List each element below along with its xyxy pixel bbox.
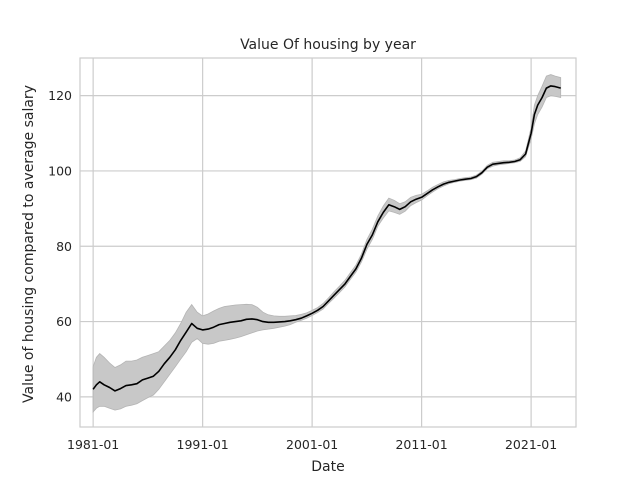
tick-labels: 1981-01 1991-01 2001-01 2011-01 2021-01 40 60 8…	[48, 88, 557, 452]
y-axis-label: Value of housing compared to average sal…	[21, 85, 37, 403]
confidence-band-layer	[92, 74, 562, 413]
x-tick-label: 2001-01	[286, 437, 338, 452]
y-tick-label: 60	[56, 314, 72, 329]
series-line-layer	[92, 85, 561, 392]
x-axis-label: Date	[311, 459, 344, 475]
chart-title: Value Of housing by year	[240, 37, 416, 53]
confidence-band	[92, 74, 562, 413]
plot-frame	[79, 57, 577, 428]
y-tick-label: 120	[48, 88, 72, 103]
x-tick-label: 1991-01	[177, 437, 229, 452]
series-line	[92, 85, 561, 392]
gridlines	[80, 58, 576, 427]
y-tick-label: 100	[48, 163, 72, 178]
x-tick-label: 2011-01	[395, 437, 447, 452]
x-tick-label: 2021-01	[505, 437, 557, 452]
y-tick-label: 80	[56, 239, 72, 254]
x-tick-label: 1981-01	[67, 437, 119, 452]
y-tick-label: 40	[56, 389, 72, 404]
